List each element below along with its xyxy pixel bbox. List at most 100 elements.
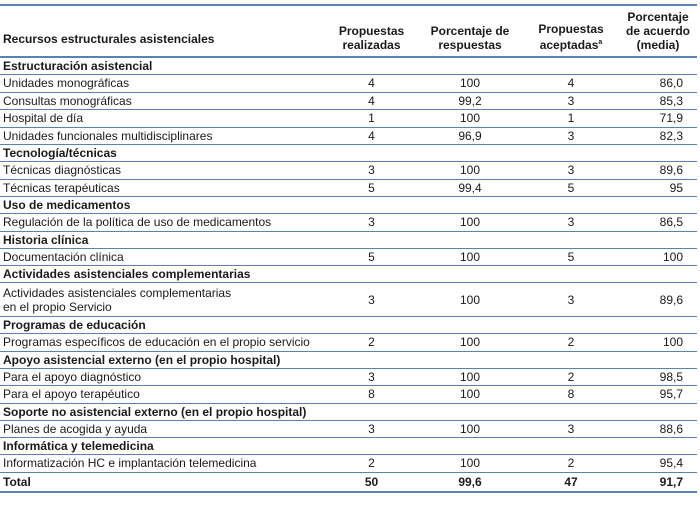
- table-row: Regulación de la política de uso de medi…: [0, 213, 697, 232]
- resource-name: Regulación de la política de uso de medi…: [0, 213, 326, 232]
- group-title: Uso de medicamentos: [0, 196, 697, 214]
- group-title: Programas de educación: [0, 316, 697, 334]
- group-header-row: Tecnología/técnicas: [0, 144, 697, 162]
- proposals-accepted: 3: [523, 213, 619, 232]
- table-row: Actividades asistenciales complementaria…: [0, 282, 697, 317]
- header-response-pct: Porcentaje de respuestas: [417, 5, 523, 57]
- header-row: Recursos estructurales asistenciales Pro…: [0, 5, 697, 57]
- resource-label: Para el apoyo terapéutico: [3, 387, 140, 402]
- table-row: Para el apoyo diagnóstico 3 100 2 98,5: [0, 368, 697, 386]
- response-pct: 100: [417, 420, 523, 438]
- table-row: Hospital de día 1 100 1 71,9: [0, 109, 697, 128]
- resource-name: Programas específicos de educación en el…: [0, 333, 326, 352]
- group-header-row: Informática y telemedicina: [0, 437, 697, 455]
- resource-label: Técnicas diagnósticas: [3, 163, 122, 178]
- resource-label: Programas específicos de educación en el…: [3, 335, 310, 350]
- proposals-accepted: 8: [523, 385, 619, 404]
- resource-name: Hospital de día: [0, 109, 326, 128]
- group-title: Estructuración asistencial: [0, 57, 697, 75]
- proposals-accepted: 2: [523, 368, 619, 386]
- resource-label: Actividades asistenciales complementaria…: [3, 285, 232, 300]
- header-text: (media): [636, 38, 680, 52]
- agreement-pct: 85,3: [619, 92, 697, 110]
- table-row: Planes de acogida y ayuda 3 100 3 88,6: [0, 420, 697, 438]
- footnote-mark: a: [598, 39, 603, 46]
- proposals-accepted: 3: [523, 127, 619, 145]
- resource-label: Unidades monográficas: [3, 76, 130, 91]
- header-text: Propuestas: [538, 22, 604, 36]
- proposals-accepted: 3: [523, 92, 619, 110]
- response-pct: 100: [417, 109, 523, 128]
- proposals-accepted: 1: [523, 109, 619, 128]
- agreement-pct: 95: [619, 179, 697, 197]
- proposals-accepted: 3: [523, 282, 619, 317]
- proposals-made: 2: [326, 454, 417, 473]
- proposals-made: 4: [326, 127, 417, 145]
- proposals-made: 3: [326, 368, 417, 386]
- proposals-made: 3: [326, 213, 417, 232]
- group-title: Informática y telemedicina: [0, 437, 697, 455]
- proposals-accepted: 3: [523, 161, 619, 180]
- resource-label: Documentación clínica: [3, 249, 124, 264]
- header-proposals-accepted: Propuestas aceptadasa: [523, 5, 619, 57]
- group-title: Actividades asistenciales complementaria…: [0, 265, 697, 283]
- table-row: Unidades monográficas 4 100 4 86,0: [0, 74, 697, 93]
- table-row: Programas específicos de educación en el…: [0, 333, 697, 352]
- proposals-accepted: 4: [523, 74, 619, 93]
- resource-name: Consultas monográficas: [0, 92, 326, 110]
- group-header-row: Apoyo asistencial externo (en el propio …: [0, 351, 697, 369]
- agreement-pct: 100: [619, 248, 697, 266]
- agreement-pct: 89,6: [619, 282, 697, 317]
- proposals-accepted: 2: [523, 454, 619, 473]
- resource-label: Hospital de día: [3, 111, 84, 126]
- agreement-pct: 82,3: [619, 127, 697, 145]
- group-title: Soporte no asistencial externo (en el pr…: [0, 403, 697, 421]
- header-text: Propuestas: [338, 24, 405, 38]
- agreement-pct: 86,5: [619, 213, 697, 232]
- resource-name: Informatización HC e implantación teleme…: [0, 454, 326, 473]
- table-row: Informatización HC e implantación teleme…: [0, 454, 697, 473]
- group-header-row: Historia clínica: [0, 231, 697, 249]
- table-row: Técnicas diagnósticas 3 100 3 89,6: [0, 161, 697, 180]
- header-agreement-pct: Porcentaje de acuerdo (media): [619, 5, 697, 57]
- agreement-pct: 88,6: [619, 420, 697, 438]
- group-header-row: Soporte no asistencial externo (en el pr…: [0, 403, 697, 421]
- proposals-made: 5: [326, 179, 417, 197]
- response-pct: 100: [417, 248, 523, 266]
- response-pct: 100: [417, 161, 523, 180]
- header-proposals-made: Propuestas realizadas: [326, 5, 417, 57]
- proposals-made: 1: [326, 109, 417, 128]
- proposals-accepted: 3: [523, 420, 619, 438]
- agreement-pct: 86,0: [619, 74, 697, 93]
- proposals-made: 5: [326, 248, 417, 266]
- header-text: Porcentaje de: [430, 24, 510, 38]
- resource-name: Para el apoyo diagnóstico: [0, 368, 326, 386]
- response-pct: 100: [417, 368, 523, 386]
- agreement-pct: 95,4: [619, 454, 697, 473]
- resource-name: Actividades asistenciales complementaria…: [0, 282, 326, 317]
- structural-resources-table: Recursos estructurales asistenciales Pro…: [0, 4, 697, 493]
- resource-label: Para el apoyo diagnóstico: [3, 369, 142, 384]
- response-pct: 96,9: [417, 127, 523, 145]
- resource-label: Regulación de la política de uso de medi…: [3, 215, 272, 230]
- table-row: Unidades funcionales multidisciplinares 4…: [0, 127, 697, 145]
- resource-label: Consultas monográficas: [3, 93, 132, 108]
- group-header-row: Programas de educación: [0, 316, 697, 334]
- resource-name: Unidades monográficas: [0, 74, 326, 93]
- resource-label: Informatización HC e implantación teleme…: [3, 456, 257, 471]
- agreement-pct: 100: [619, 333, 697, 352]
- resource-name: Para el apoyo terapéutico: [0, 385, 326, 404]
- total-proposals-accepted: 47: [523, 471, 619, 493]
- total-proposals-made: 50: [326, 471, 417, 493]
- resource-name: Planes de acogida y ayuda: [0, 420, 326, 438]
- proposals-made: 4: [326, 74, 417, 93]
- resource-label: Técnicas terapéuticas: [3, 180, 120, 195]
- response-pct: 100: [417, 385, 523, 404]
- resource-name: Técnicas terapéuticas: [0, 179, 326, 197]
- response-pct: 100: [417, 282, 523, 317]
- header-text: aceptadas: [539, 38, 599, 52]
- proposals-made: 3: [326, 161, 417, 180]
- proposals-accepted: 5: [523, 248, 619, 266]
- total-label: Total: [0, 471, 326, 493]
- proposals-accepted: 2: [523, 333, 619, 352]
